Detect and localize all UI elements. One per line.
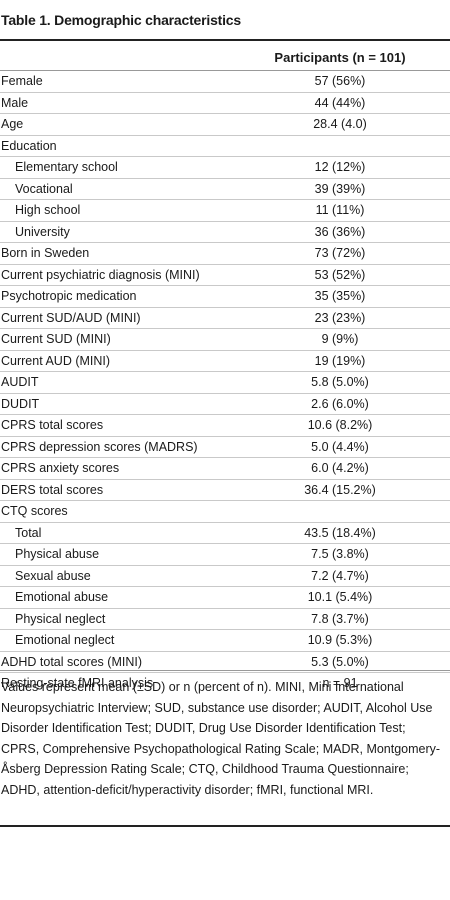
row-label: Sexual abuse bbox=[15, 568, 91, 583]
row-label: AUDIT bbox=[1, 375, 39, 389]
row-value: 10.1 (5.4%) bbox=[307, 590, 373, 604]
row-label: Education bbox=[1, 138, 57, 153]
table-row: Total 43.5 (18.4%) bbox=[0, 523, 450, 544]
row-value: 5.3 (5.0%) bbox=[311, 654, 369, 669]
table-row: Psychotropic medication 35 (35%) bbox=[0, 286, 450, 308]
row-value: 57 (56%) bbox=[314, 74, 366, 88]
table-row: CPRS depression scores (MADRS) 5.0 (4.4%) bbox=[0, 437, 450, 458]
table-row: ADHD total scores (MINI) 5.3 (5.0%) bbox=[0, 652, 450, 673]
row-value: 5.0 (4.4%) bbox=[311, 439, 369, 454]
row-label: Born in Sweden bbox=[1, 246, 90, 260]
table-row: Current SUD (MINI) 9 (9%) bbox=[0, 329, 450, 351]
row-label: CPRS total scores bbox=[1, 418, 104, 432]
table-row: Elementary school 12 (12%) bbox=[0, 157, 450, 179]
row-label: ADHD total scores (MINI) bbox=[1, 654, 142, 669]
table-row: CPRS anxiety scores 6.0 (4.2%) bbox=[0, 458, 450, 480]
bottom-rule bbox=[0, 825, 450, 827]
table-row: Vocational 39 (39%) bbox=[0, 179, 450, 200]
column-header: Participants (n = 101) bbox=[274, 50, 406, 65]
row-label: CPRS anxiety scores bbox=[1, 461, 120, 475]
table-row: Physical neglect 7.8 (3.7%) bbox=[0, 609, 450, 630]
header-rule bbox=[0, 70, 450, 71]
row-label: Emotional neglect bbox=[15, 633, 115, 647]
row-value: 2.6 (6.0%) bbox=[311, 396, 369, 411]
row-value: 11 (11%) bbox=[315, 203, 365, 217]
row-label: Physical neglect bbox=[15, 611, 106, 626]
top-rule bbox=[0, 39, 450, 41]
row-value: 7.2 (4.7%) bbox=[311, 568, 369, 583]
table-row: High school 11 (11%) bbox=[0, 200, 450, 222]
row-label: University bbox=[15, 224, 70, 239]
row-value: 10.9 (5.3%) bbox=[307, 633, 373, 647]
row-value: 12 (12%) bbox=[314, 160, 366, 174]
row-label: DUDIT bbox=[1, 396, 40, 411]
row-label: Physical abuse bbox=[15, 547, 100, 561]
row-label: Female bbox=[1, 74, 43, 88]
table-row: Education bbox=[0, 136, 450, 157]
row-label: Male bbox=[1, 95, 29, 110]
table-body: Female 57 (56%) Male 44 (44%) Age 28.4 (4.0) E… bbox=[0, 71, 450, 694]
table-row: Age 28.4 (4.0) bbox=[0, 114, 450, 136]
row-value: 73 (72%) bbox=[314, 246, 366, 260]
table-row: Born in Sweden 73 (72%) bbox=[0, 243, 450, 265]
row-label: Psychotropic medication bbox=[1, 289, 137, 303]
table-row: Emotional neglect 10.9 (5.3%) bbox=[0, 630, 450, 652]
body-rule bbox=[0, 670, 450, 671]
table-row: Sexual abuse 7.2 (4.7%) bbox=[0, 566, 450, 587]
row-value: 6.0 (4.2%) bbox=[311, 461, 369, 475]
row-value: n = 91 bbox=[322, 676, 358, 690]
row-label: Current AUD (MINI) bbox=[1, 353, 111, 368]
row-value: 36 (36%) bbox=[314, 224, 366, 239]
row-label: CPRS depression scores (MADRS) bbox=[1, 439, 198, 454]
row-value: 23 (23%) bbox=[314, 310, 366, 325]
table-row: University 36 (36%) bbox=[0, 222, 450, 243]
row-label: Age bbox=[1, 117, 24, 131]
table-title: Table 1. Demographic characteristics bbox=[1, 12, 241, 28]
row-value: 43.5 (18.4%) bbox=[304, 525, 376, 540]
row-value: 44 (44%) bbox=[314, 95, 366, 110]
table-row: Emotional abuse 10.1 (5.4%) bbox=[0, 587, 450, 609]
row-value: 36.4 (15.2%) bbox=[304, 482, 376, 497]
table-row: DUDIT 2.6 (6.0%) bbox=[0, 394, 450, 415]
table-row: Physical abuse 7.5 (3.8%) bbox=[0, 544, 450, 566]
row-value: 39 (39%) bbox=[314, 181, 366, 196]
row-label: Vocational bbox=[15, 181, 73, 196]
table-row: Current psychiatric diagnosis (MINI) 53 (… bbox=[0, 265, 450, 286]
table-row: CTQ scores bbox=[0, 501, 450, 523]
row-value: 53 (52%) bbox=[314, 267, 366, 282]
row-label: Resting-state fMRI analysis bbox=[1, 676, 154, 690]
row-value: 7.8 (3.7%) bbox=[311, 611, 369, 626]
row-label: CTQ scores bbox=[1, 504, 68, 518]
row-value: 5.8 (5.0%) bbox=[311, 375, 369, 389]
row-value: 10.6 (8.2%) bbox=[307, 418, 373, 432]
table-row: AUDIT 5.8 (5.0%) bbox=[0, 372, 450, 394]
row-label: Emotional abuse bbox=[15, 590, 109, 604]
row-label: Total bbox=[15, 525, 42, 540]
table-row: Male 44 (44%) bbox=[0, 93, 450, 114]
table-row: Resting-state fMRI analysis n = 91 bbox=[0, 673, 450, 694]
table-row: CPRS total scores 10.6 (8.2%) bbox=[0, 415, 450, 437]
row-value: 35 (35%) bbox=[314, 289, 366, 303]
row-value: 19 (19%) bbox=[314, 353, 366, 368]
row-label: Current psychiatric diagnosis (MINI) bbox=[1, 267, 200, 282]
table-row: Current SUD/AUD (MINI) 23 (23%) bbox=[0, 308, 450, 329]
table-footnote: Values represent mean (±SD) or n (percen… bbox=[1, 680, 441, 797]
row-value: 9 (9%) bbox=[321, 332, 359, 346]
table-row: Current AUD (MINI) 19 (19%) bbox=[0, 351, 450, 372]
row-label: Current SUD (MINI) bbox=[1, 332, 111, 346]
row-label: Current SUD/AUD (MINI) bbox=[1, 310, 141, 325]
row-label: High school bbox=[15, 203, 81, 217]
row-label: DERS total scores bbox=[1, 482, 104, 497]
table-row: Female 57 (56%) bbox=[0, 71, 450, 93]
row-value: 7.5 (3.8%) bbox=[311, 547, 369, 561]
row-label: Elementary school bbox=[15, 160, 118, 174]
table-row: DERS total scores 36.4 (15.2%) bbox=[0, 480, 450, 501]
row-value: 28.4 (4.0) bbox=[313, 117, 367, 131]
